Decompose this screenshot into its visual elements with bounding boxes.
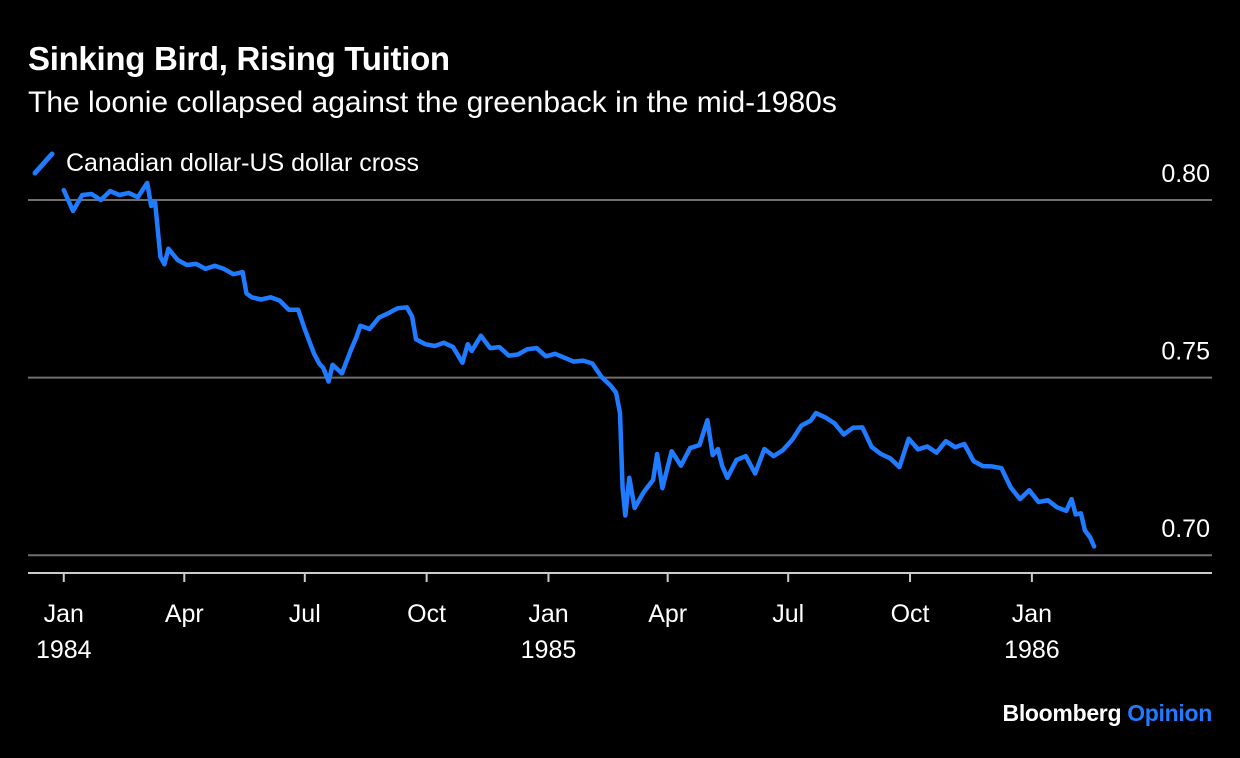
x-tick-label: Jan (528, 600, 568, 628)
x-tick-label: Jan (1012, 600, 1052, 628)
branding: Bloomberg Opinion (1002, 700, 1213, 727)
x-tick-label: Oct (407, 600, 446, 628)
x-tick-label: Apr (648, 600, 687, 628)
legend-label: Canadian dollar-US dollar cross (66, 148, 419, 177)
x-tick-label: 1985 (521, 636, 577, 664)
x-tick-label: Jul (289, 600, 321, 628)
series-line (61, 180, 1097, 549)
x-tick-label: 1984 (36, 636, 92, 664)
brand-name: Bloomberg (1002, 700, 1122, 726)
x-tick-label: Apr (165, 600, 204, 628)
brand-section: Opinion (1127, 700, 1212, 726)
legend-swatch-icon (32, 151, 55, 176)
legend: Canadian dollar-US dollar cross (30, 148, 419, 178)
x-tick-label: Jul (772, 600, 804, 628)
x-tick-label: 1986 (1004, 636, 1060, 664)
y-tick-label: 0.75 (1161, 338, 1210, 366)
y-tick-label: 0.70 (1161, 515, 1210, 543)
x-tick-label: Oct (891, 600, 930, 628)
chart-subtitle: The loonie collapsed against the greenba… (28, 86, 837, 119)
y-tick-label: 0.80 (1161, 160, 1210, 188)
chart-title: Sinking Bird, Rising Tuition (28, 40, 450, 77)
line-chart: 0.70 0.75 0.80 Jan 1984 Apr Jul Oct Jan 1985 Apr Ju… (28, 160, 1212, 664)
x-tick-label: Jan (44, 600, 84, 628)
